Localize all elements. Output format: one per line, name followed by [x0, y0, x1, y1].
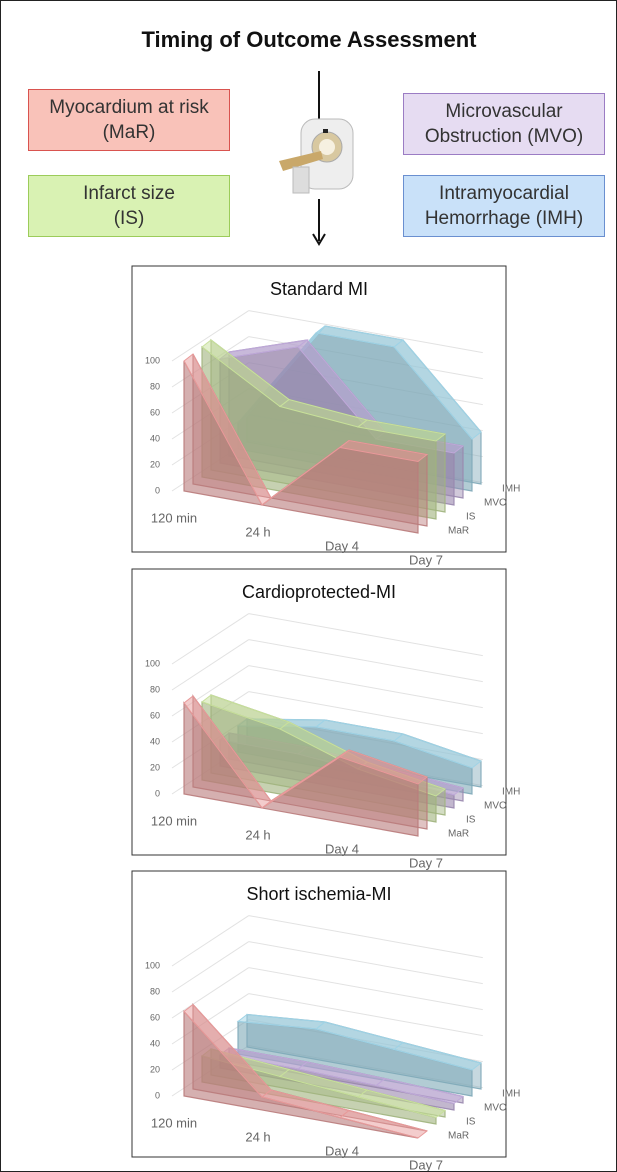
- grid-line: [248, 665, 483, 709]
- grid-line: [248, 613, 483, 657]
- area-top: [338, 439, 429, 463]
- series-label: MaR: [448, 829, 469, 840]
- grid-line: [171, 915, 250, 967]
- grid-line: [248, 967, 483, 1011]
- x-tick-label: Day 7: [409, 855, 443, 870]
- y-tick-label: 40: [150, 433, 160, 443]
- series-label: IS: [466, 512, 476, 523]
- x-tick-label: 24 h: [245, 827, 270, 842]
- legend-text: Hemorrhage (IMH): [424, 208, 584, 229]
- area-top: [356, 419, 447, 442]
- x-tick-label: 120 min: [151, 1115, 197, 1130]
- x-tick-label: Day 7: [409, 1157, 443, 1171]
- grid-line: [171, 310, 250, 362]
- area-top: [356, 1089, 447, 1119]
- x-tick-label: 120 min: [151, 813, 197, 828]
- y-tick-label: 0: [155, 1090, 160, 1100]
- series-label: IS: [466, 815, 476, 826]
- y-tick-label: 0: [155, 788, 160, 798]
- x-tick-label: Day 4: [325, 841, 359, 856]
- grid-line: [248, 639, 483, 683]
- x-tick-label: 24 h: [245, 1129, 270, 1144]
- area-top: [392, 1041, 483, 1071]
- grid-line: [171, 941, 250, 993]
- y-tick-label: 80: [150, 381, 160, 391]
- series-label: IS: [466, 1117, 476, 1128]
- x-tick-label: Day 4: [325, 538, 359, 553]
- grid-line: [248, 915, 483, 959]
- y-tick-label: 20: [150, 1064, 160, 1074]
- grid-line: [171, 613, 250, 665]
- grid-line: [171, 967, 250, 1019]
- series-label: MVO: [484, 1103, 507, 1114]
- grid-line: [248, 310, 483, 354]
- legend-text: Microvascular: [445, 101, 563, 122]
- y-tick-label: 20: [150, 459, 160, 469]
- y-tick-label: 60: [150, 1012, 160, 1022]
- y-tick-label: 100: [145, 960, 160, 970]
- mri-icon: [279, 71, 354, 246]
- y-tick-label: 100: [145, 658, 160, 668]
- legend-text: (MaR): [102, 122, 156, 143]
- x-tick-label: Day 7: [409, 552, 443, 567]
- y-tick-label: 80: [150, 986, 160, 996]
- legend-box: Infarct size (IS): [28, 175, 230, 237]
- series-label: IMH: [502, 787, 520, 798]
- area-top: [374, 1078, 465, 1105]
- y-tick-label: 80: [150, 684, 160, 694]
- grid-line: [171, 639, 250, 691]
- legend-box: Microvascular Obstruction (MVO): [403, 93, 605, 155]
- y-tick-label: 60: [150, 407, 160, 417]
- series-label: MVO: [484, 498, 507, 509]
- legend-text: Obstruction (MVO): [424, 126, 584, 147]
- legend-text: Infarct size: [83, 183, 175, 204]
- chart-title: Cardioprotected-MI: [242, 582, 396, 602]
- y-tick-label: 20: [150, 762, 160, 772]
- chart-title: Standard MI: [270, 279, 368, 299]
- legend-box: Myocardium at risk (MaR): [28, 89, 230, 151]
- chart-title: Short ischemia-MI: [246, 884, 391, 904]
- grid-line: [248, 993, 483, 1037]
- legend-text: Myocardium at risk: [49, 97, 209, 118]
- legend-text: Intramyocardial: [439, 183, 569, 204]
- area-top: [392, 733, 483, 769]
- grid-line: [248, 941, 483, 985]
- grid-line: [248, 691, 483, 735]
- legend-box: Intramyocardial Hemorrhage (IMH): [403, 175, 605, 237]
- area-top: [338, 1109, 429, 1139]
- series-label: MaR: [448, 1131, 469, 1142]
- x-tick-label: 24 h: [245, 524, 270, 539]
- y-tick-label: 60: [150, 710, 160, 720]
- x-tick-label: Day 4: [325, 1143, 359, 1158]
- y-tick-label: 40: [150, 1038, 160, 1048]
- legend-text: (IS): [113, 208, 145, 229]
- series-label: MVO: [484, 801, 507, 812]
- series-label: IMH: [502, 484, 520, 495]
- series-label: MaR: [448, 526, 469, 537]
- x-tick-label: 120 min: [151, 510, 197, 525]
- y-tick-label: 0: [155, 485, 160, 495]
- y-tick-label: 40: [150, 736, 160, 746]
- area-top: [393, 339, 482, 440]
- area-top: [338, 749, 429, 785]
- y-tick-label: 100: [145, 355, 160, 365]
- figure-title: Timing of Outcome Assessment: [142, 27, 478, 52]
- series-label: IMH: [502, 1089, 520, 1100]
